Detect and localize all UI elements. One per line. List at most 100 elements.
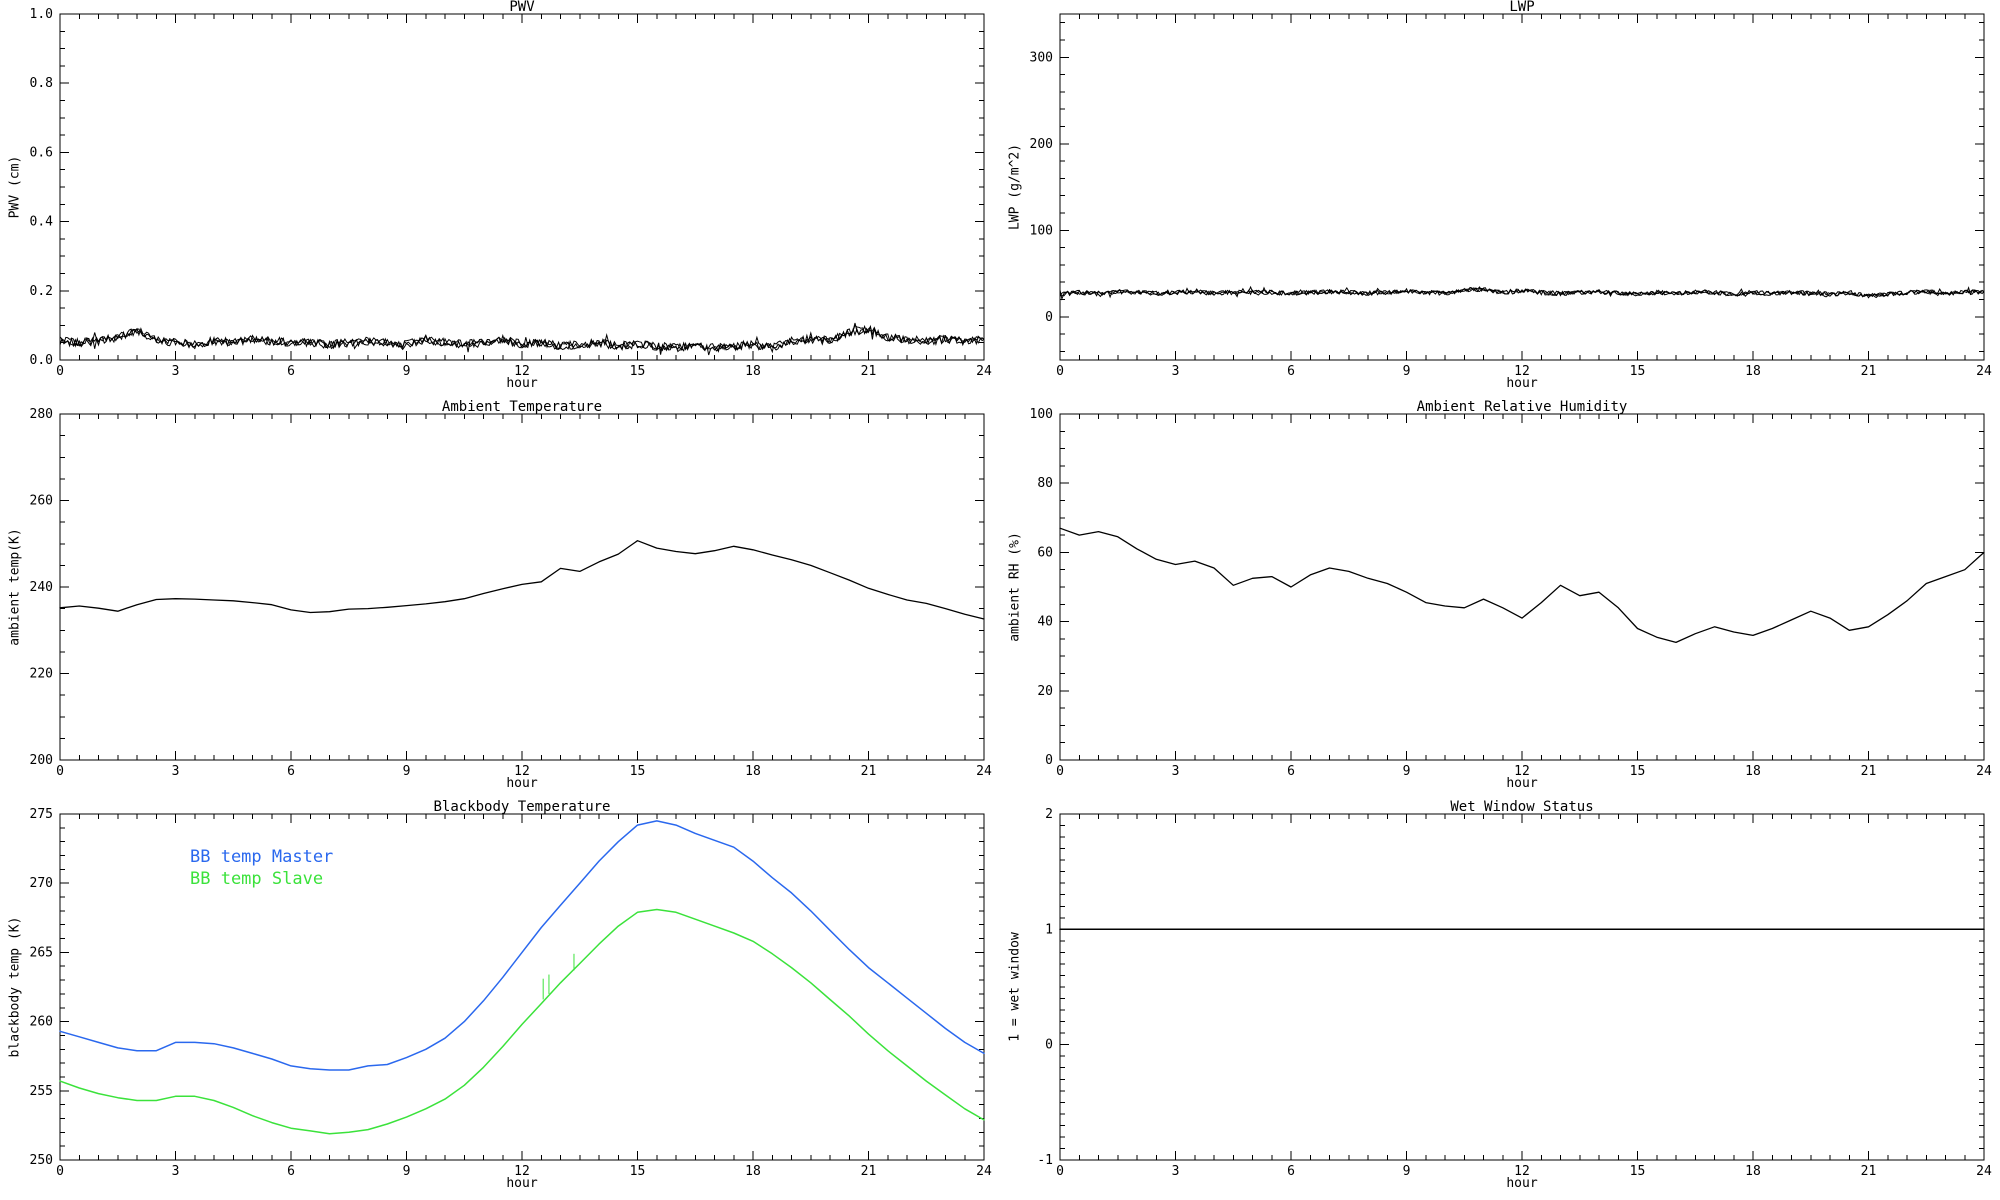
svg-text:280: 280 [30,407,53,422]
svg-text:6: 6 [287,364,295,379]
svg-text:1.0: 1.0 [30,7,53,22]
svg-text:6: 6 [287,764,295,779]
svg-text:15: 15 [630,364,646,379]
svg-text:24: 24 [976,364,992,379]
svg-text:60: 60 [1037,545,1053,560]
svg-text:12: 12 [514,764,530,779]
svg-text:12: 12 [514,364,530,379]
svg-text:18: 18 [1745,764,1761,779]
ambient-temperature-x-axis-label: hour [506,776,538,791]
svg-text:21: 21 [1861,364,1877,379]
svg-text:15: 15 [1630,1164,1646,1179]
ambient-relative-humidity-y-axis-label: ambient RH (%) [1007,532,1023,642]
svg-text:3: 3 [172,364,180,379]
ambient-relative-humidity-x-axis-label: hour [1506,776,1538,791]
blackbody-temperature-x-axis-label: hour [506,1176,538,1191]
svg-text:0: 0 [56,364,64,379]
svg-text:3: 3 [172,1164,180,1179]
ambient-temperature-plot: 0 3 6 9 12 15 18 21 24 200 220 240 260 280 [30,407,992,779]
lwp-title: LWP [1509,0,1535,15]
panel-ambient-relative-humidity: 0 3 6 9 12 15 18 21 24 0 20 40 60 80 100 Ambient Relat… [1000,400,2000,800]
svg-text:18: 18 [745,764,761,779]
svg-text:0.8: 0.8 [30,76,53,91]
svg-text:9: 9 [1403,764,1411,779]
svg-text:12: 12 [514,1164,530,1179]
svg-text:6: 6 [1287,1164,1295,1179]
svg-text:15: 15 [630,1164,646,1179]
svg-text:15: 15 [1630,364,1646,379]
svg-text:21: 21 [1861,764,1877,779]
svg-text:6: 6 [287,1164,295,1179]
svg-text:21: 21 [861,1164,877,1179]
svg-text:250: 250 [30,1153,53,1168]
svg-text:18: 18 [745,364,761,379]
svg-text:265: 265 [30,945,53,960]
svg-text:0.6: 0.6 [30,145,53,160]
ambient-temperature-y-axis-label: ambient temp(K) [7,528,23,646]
svg-text:100: 100 [1030,407,1053,422]
svg-text:240: 240 [30,580,53,595]
svg-text:0: 0 [1056,764,1064,779]
svg-text:0: 0 [56,764,64,779]
pwv-title: PWV [509,0,535,15]
svg-text:18: 18 [1745,1164,1761,1179]
svg-text:24: 24 [1976,1164,1992,1179]
svg-text:24: 24 [1976,764,1992,779]
svg-text:21: 21 [861,364,877,379]
svg-text:18: 18 [1745,364,1761,379]
svg-text:0: 0 [1045,310,1053,325]
svg-text:21: 21 [1861,1164,1877,1179]
svg-text:100: 100 [1030,223,1053,238]
panel-blackbody-temperature: 0 3 6 9 12 15 18 21 24 250 255 260 265 270 275 BB temp … [0,800,1000,1200]
svg-text:0.4: 0.4 [30,215,54,230]
svg-text:20: 20 [1037,684,1053,699]
legend-entry: BB temp Slave [190,869,323,889]
wet-window-status-x-axis-label: hour [1506,1176,1538,1191]
svg-text:15: 15 [1630,764,1646,779]
svg-text:12: 12 [1514,1164,1530,1179]
svg-text:-1: -1 [1037,1153,1053,1168]
svg-text:9: 9 [1403,364,1411,379]
svg-text:220: 220 [30,667,53,682]
svg-text:18: 18 [745,1164,761,1179]
panel-pwv: 0 3 6 9 12 15 18 21 24 0.0 0.2 0.4 0.6 0.8 1.0 PWV PWV… [0,0,1000,400]
panel-wet-window-status: 0 3 6 9 12 15 18 21 24 -1 0 1 2 Wet Window Status 1 … [1000,800,2000,1200]
svg-text:0: 0 [1056,1164,1064,1179]
svg-text:15: 15 [630,764,646,779]
svg-text:24: 24 [1976,364,1992,379]
svg-text:9: 9 [403,364,411,379]
legend-entry: BB temp Master [190,847,333,867]
svg-text:6: 6 [1287,364,1295,379]
svg-text:255: 255 [30,1084,53,1099]
lwp-y-axis-label: LWP (g/m^2) [1007,143,1023,231]
svg-text:12: 12 [1514,364,1530,379]
svg-text:3: 3 [1172,1164,1180,1179]
svg-text:24: 24 [976,1164,992,1179]
svg-text:2: 2 [1045,807,1053,822]
svg-text:0: 0 [1045,753,1053,768]
svg-text:24: 24 [976,764,992,779]
svg-text:0.0: 0.0 [30,353,53,368]
blackbody-temperature-y-axis-label: blackbody temp (K) [7,916,23,1058]
svg-text:0: 0 [1056,364,1064,379]
wet-window-status-y-axis-label: 1 = wet window [1007,932,1023,1042]
lwp-x-axis-label: hour [1506,376,1538,391]
ambient-temperature-title: Ambient Temperature [441,399,603,415]
svg-text:270: 270 [30,876,53,891]
pwv-x-axis-label: hour [506,376,538,391]
svg-text:275: 275 [30,807,53,822]
svg-text:3: 3 [1172,764,1180,779]
svg-text:300: 300 [1030,50,1053,65]
svg-text:3: 3 [172,764,180,779]
ambient-relative-humidity-title: Ambient Relative Humidity [1416,399,1628,415]
svg-text:21: 21 [861,764,877,779]
pwv-y-axis-label: PWV (cm) [7,155,23,219]
svg-text:80: 80 [1037,476,1053,491]
wet-window-status-title: Wet Window Status [1450,799,1594,815]
pwv-plot: 0 3 6 9 12 15 18 21 24 0.0 0.2 0.4 0.6 0.8 1.0 [30,7,992,379]
svg-text:9: 9 [403,764,411,779]
panel-ambient-temperature: 0 3 6 9 12 15 18 21 24 200 220 240 260 280 Ambient Te… [0,400,1000,800]
panel-lwp: 0 3 6 9 12 15 18 21 24 0 100 200 300 LWP LWP (g/m^2)… [1000,0,2000,400]
